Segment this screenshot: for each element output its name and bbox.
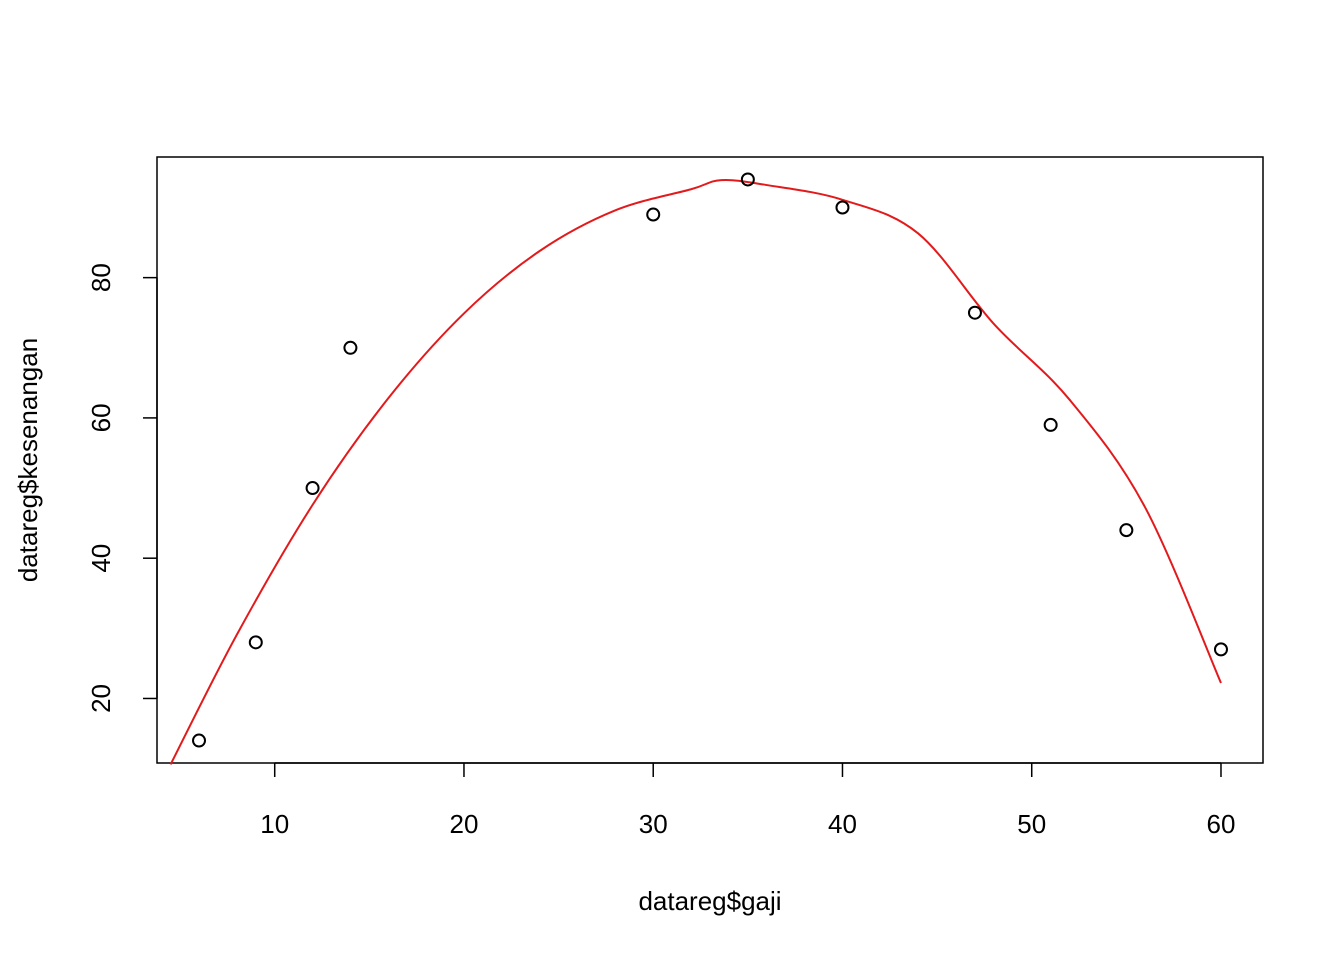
x-tick-label: 40 bbox=[828, 809, 857, 839]
y-tick-label: 20 bbox=[86, 684, 116, 713]
x-tick-label: 60 bbox=[1207, 809, 1236, 839]
y-tick-label: 60 bbox=[86, 403, 116, 432]
y-tick-label: 80 bbox=[86, 263, 116, 292]
y-axis-title: datareg$kesenangan bbox=[13, 338, 43, 582]
x-axis: 10 20 30 40 50 60 bbox=[260, 762, 1236, 839]
data-point bbox=[1119, 523, 1134, 538]
data-point bbox=[192, 733, 207, 748]
plot-frame bbox=[156, 156, 1264, 764]
fitted-curve bbox=[169, 179, 1222, 765]
data-point bbox=[248, 635, 263, 650]
x-tick-label: 50 bbox=[1017, 809, 1046, 839]
x-tick-label: 20 bbox=[450, 809, 479, 839]
y-tick-label: 40 bbox=[86, 544, 116, 573]
x-axis-title: datareg$gaji bbox=[638, 886, 781, 916]
data-point bbox=[343, 340, 358, 355]
data-point bbox=[305, 481, 320, 496]
data-point bbox=[740, 172, 755, 187]
data-point bbox=[1213, 642, 1228, 657]
data-point bbox=[835, 200, 850, 215]
x-tick-label: 30 bbox=[639, 809, 668, 839]
y-axis: 20 40 60 80 bbox=[86, 263, 158, 713]
data-point bbox=[646, 207, 661, 222]
scatter-points bbox=[192, 172, 1228, 748]
x-tick-label: 10 bbox=[260, 809, 289, 839]
data-point bbox=[1043, 417, 1058, 432]
data-point bbox=[967, 305, 982, 320]
